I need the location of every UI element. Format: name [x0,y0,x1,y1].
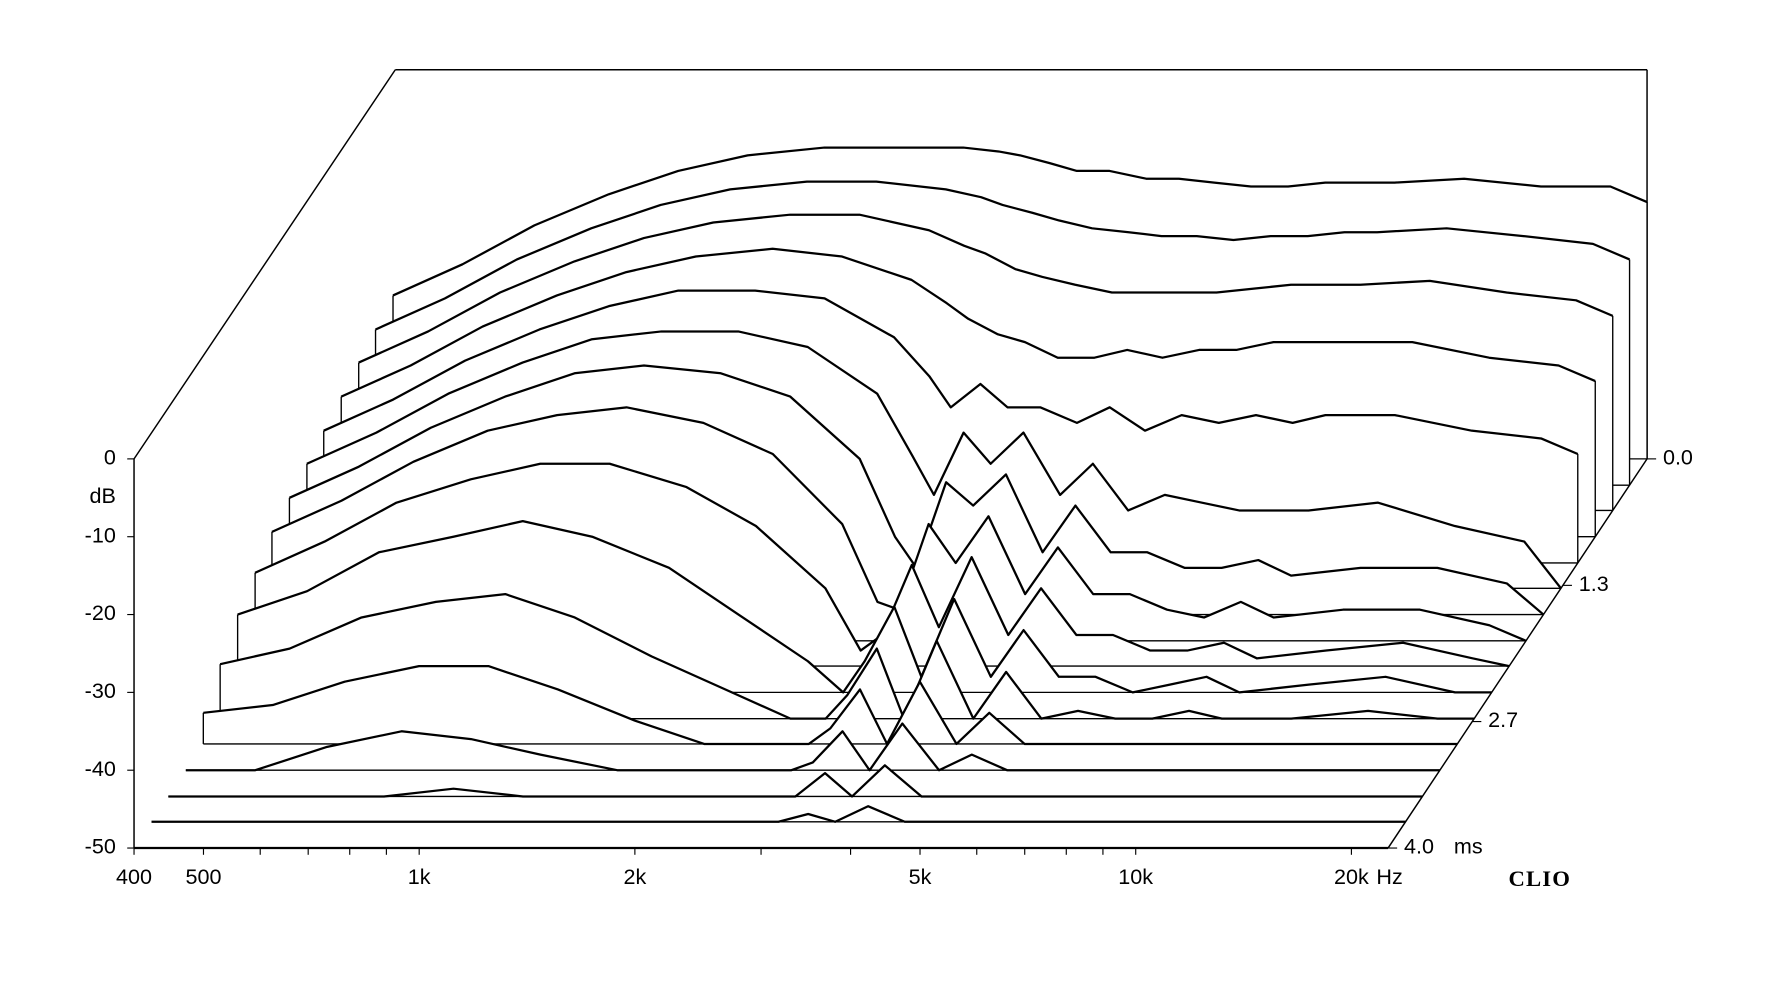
slice-mask [151,806,1406,822]
frame-left-diagonal [133,69,396,460]
x-tick-label: 1k [408,865,431,889]
y-tick-label: -30 [85,679,116,703]
slice-mask [185,723,1440,771]
slice-curve [254,462,1510,668]
y-tick-label: -10 [85,523,116,547]
y-unit: dB [89,484,115,508]
x-tick-label: 10k [1118,865,1153,889]
slice-curve [358,213,1614,364]
y-tick-label: 0 [104,446,116,470]
slice-mask [203,666,1458,744]
x-tick-label: 2k [623,865,646,889]
x-tick-label: 500 [185,865,221,889]
slice-curve [237,520,1492,694]
z-tick-label: 1.3 [1579,572,1609,596]
slice-curve [288,364,1545,616]
y-tick-label: -50 [85,835,116,859]
brand: CLIO [1508,866,1571,891]
slice-curve [219,592,1475,720]
z-tick-label: 0.0 [1663,446,1693,470]
slice-curve [185,722,1440,772]
x-unit: Hz [1376,865,1402,889]
x-tick-label: 5k [909,865,932,889]
slice-curve [203,664,1458,746]
x-tick-label: 400 [116,865,152,889]
z-unit: ms [1454,835,1483,859]
z-tick-label: 2.7 [1488,708,1518,732]
z-tick-label: 4.0 [1404,835,1434,859]
slice-curve [375,180,1631,331]
y-tick-label: -20 [85,601,116,625]
slice-curve [340,247,1596,398]
slice-curve [271,406,1527,642]
z-axis [1387,458,1648,849]
slice-curve [392,146,1648,297]
slice-curve [323,289,1579,456]
slice-curve [306,330,1562,589]
slice-curve [151,805,1406,823]
y-tick-label: -40 [85,757,116,781]
slice-curve [168,764,1423,798]
x-tick-label: 20k [1334,865,1369,889]
